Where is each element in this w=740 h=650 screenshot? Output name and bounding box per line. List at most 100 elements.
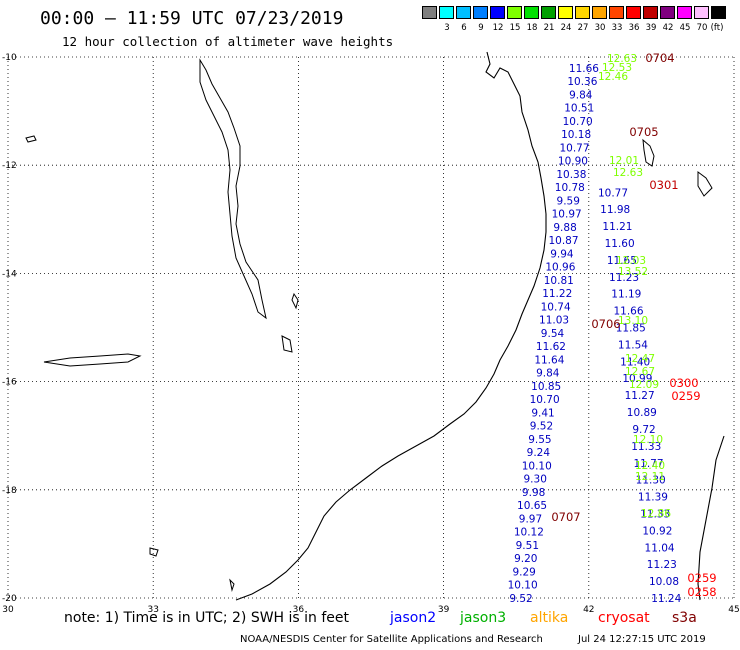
colorbar-swatch — [575, 6, 590, 19]
colorbar-label: 30 — [594, 23, 606, 33]
jason2-value: 11.66 — [613, 306, 643, 318]
jason2-value: 10.96 — [545, 262, 575, 274]
legend-cryosat: cryosat — [598, 610, 650, 626]
jason2-value: 11.64 — [534, 354, 564, 366]
jason2-value: 11.27 — [625, 390, 655, 402]
pass-time-label: 0259 — [687, 571, 716, 585]
lon-tick-label: 45 — [728, 605, 739, 615]
jason2-value: 10.90 — [558, 156, 588, 168]
colorbar-swatch — [660, 6, 675, 19]
colorbar-swatch — [456, 6, 471, 19]
jason3-value: 12.63 — [613, 167, 643, 179]
colorbar-swatch — [711, 6, 726, 19]
jason3-value: 13.10 — [618, 315, 648, 327]
jason2-value: 9.30 — [524, 474, 547, 486]
jason3-value: 12.40 — [635, 460, 665, 472]
jason2-value: 9.72 — [632, 424, 655, 436]
colorbar-label: 21 — [543, 23, 555, 33]
lon-tick-label: 42 — [583, 605, 594, 615]
legend-jason2: jason2 — [390, 610, 437, 626]
jason2-value: 10.89 — [627, 407, 657, 419]
footer-credit: NOAA/NESDIS Center for Satellite Applica… — [240, 634, 543, 645]
jason2-value: 11.23 — [647, 559, 677, 571]
jason2-value: 9.29 — [512, 566, 535, 578]
lat-tick-label: -10 — [2, 53, 17, 63]
jason2-value: 9.88 — [553, 222, 576, 234]
jason3-value: 12.11 — [635, 471, 665, 483]
pass-time-label: 0301 — [649, 178, 678, 192]
legend-jason3: jason3 — [460, 610, 507, 626]
jason3-value: 12.63 — [607, 53, 637, 65]
jason2-value: 10.77 — [559, 142, 589, 154]
jason3-value: 12.67 — [625, 366, 655, 378]
colorbar-label: 36 — [628, 23, 640, 33]
jason2-value: 11.04 — [645, 542, 675, 554]
jason3-value: 12.46 — [598, 71, 628, 83]
jason2-value: 11.98 — [600, 204, 630, 216]
colorbar-label: 39 — [645, 23, 657, 33]
colorbar-label: 18 — [526, 23, 538, 33]
jason2-value: 11.33 — [631, 441, 661, 453]
jason2-value: 11.21 — [602, 221, 632, 233]
lat-tick-label: -12 — [2, 161, 17, 171]
jason3-value: 12.10 — [633, 434, 663, 446]
colorbar-label: 70 — [696, 23, 708, 33]
colorbar-swatch — [507, 6, 522, 19]
jason2-value: 11.39 — [638, 492, 668, 504]
colorbar-label: 9 — [478, 23, 484, 33]
jason3-value: 12.03 — [616, 255, 646, 267]
jason2-value: 9.54 — [541, 328, 565, 340]
colorbar-label: 42 — [662, 23, 674, 33]
colorbar-swatch — [541, 6, 556, 19]
jason2-value: 9.84 — [569, 89, 593, 101]
colorbar-label: 6 — [461, 23, 467, 33]
colorbar-label: 12 — [492, 23, 504, 33]
colorbar-swatch — [643, 6, 658, 19]
colorbar-unit: (ft) — [710, 23, 724, 33]
lat-tick-label: -16 — [2, 378, 17, 388]
pass-time-label: 0705 — [629, 125, 658, 139]
jason2-value: 10.81 — [544, 275, 574, 287]
map-tick-labels: 30 33 36 39 42 45 -10 -12 -14 -16 -18 -20 — [2, 53, 740, 615]
colorbar-swatch — [626, 6, 641, 19]
coastline — [25, 51, 725, 601]
colorbar-swatch — [694, 6, 709, 19]
jason2-value: 10.12 — [514, 527, 544, 539]
jason3-value: 12.01 — [609, 155, 639, 167]
colorbar-label: 15 — [509, 23, 521, 33]
colorbar-swatch — [524, 6, 539, 19]
jason2-value: 9.97 — [519, 513, 542, 525]
legend-note: note: 1) Time is in UTC; 2) SWH is in fe… — [64, 610, 350, 626]
footer-timestamp: Jul 24 12:27:15 UTC 2019 — [578, 634, 706, 645]
jason2-value: 9.59 — [557, 195, 580, 207]
jason2-value: 9.55 — [528, 434, 551, 446]
jason2-value: 11.23 — [609, 272, 639, 284]
jason2-value: 9.20 — [514, 553, 537, 565]
jason2-value: 9.51 — [516, 540, 539, 552]
pass-time-label: 0704 — [645, 51, 674, 65]
jason2-value: 10.38 — [556, 169, 586, 181]
pass-time-label: 0300 — [669, 376, 698, 390]
colorbar-swatch — [609, 6, 624, 19]
jason3-value: 12.53 — [602, 62, 632, 74]
colorbar-swatch — [592, 6, 607, 19]
jason2-value: 10.18 — [561, 129, 591, 141]
colorbar-swatch — [439, 6, 454, 19]
colorbar-swatch — [558, 6, 573, 19]
jason3-value: 12.09 — [629, 379, 659, 391]
satellite-tracks: 11.6610.369.8410.5110.7010.1810.7710.901… — [508, 51, 717, 605]
jason2-value: 11.19 — [611, 289, 641, 301]
jason2-value: 10.70 — [563, 116, 593, 128]
colorbar-swatch — [473, 6, 488, 19]
jason2-value: 11.54 — [618, 339, 648, 351]
jason2-value: 10.74 — [541, 301, 571, 313]
colorbar-label: 3 — [444, 23, 450, 33]
legend-altika: altika — [530, 610, 569, 626]
jason2-value: 11.77 — [633, 458, 663, 470]
jason2-value: 11.03 — [539, 315, 569, 327]
jason2-value: 9.98 — [522, 487, 545, 499]
jason2-value: 9.84 — [536, 368, 560, 380]
jason2-value: 10.51 — [564, 103, 594, 115]
jason2-value: 11.85 — [616, 323, 646, 335]
